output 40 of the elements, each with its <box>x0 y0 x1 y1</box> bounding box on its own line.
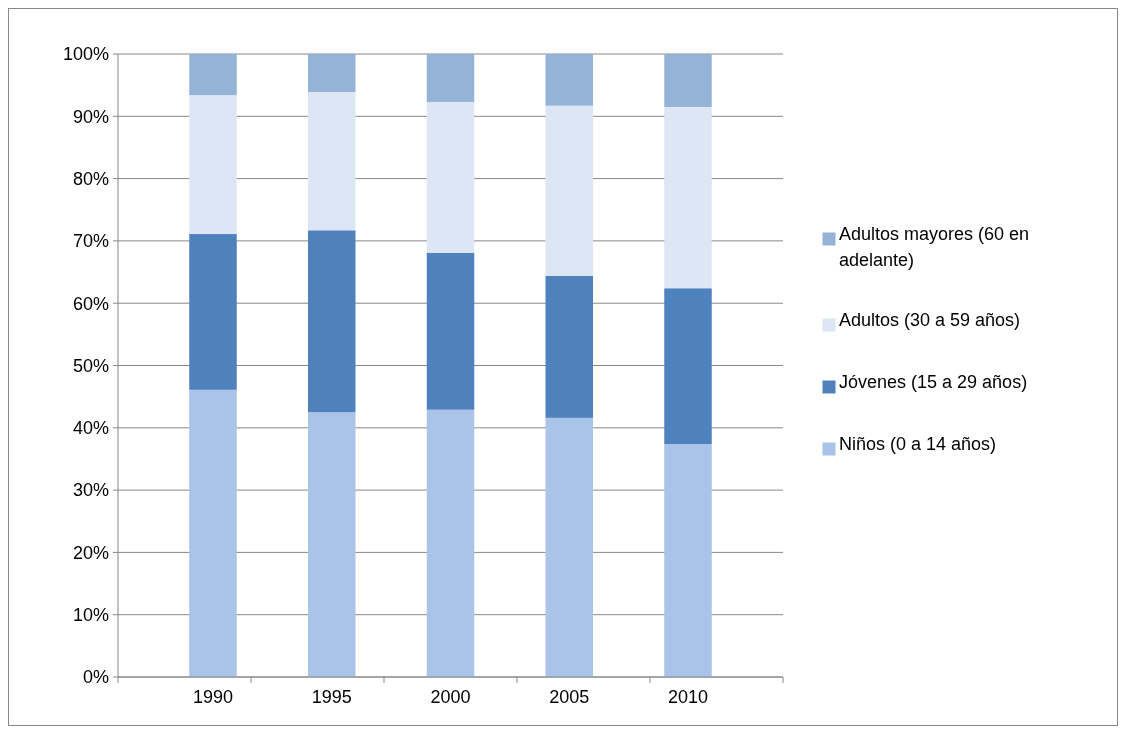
bar <box>426 54 475 102</box>
bar <box>545 105 593 276</box>
y-tick-label: 40% <box>72 418 109 439</box>
bar <box>426 252 475 410</box>
bar <box>545 417 593 677</box>
legend-label: Jóvenes (15 a 29 años) <box>839 372 1028 392</box>
y-tick-label: 80% <box>72 168 109 189</box>
legend-label: Adultos mayores (60 en adelante) <box>839 224 1030 270</box>
x-tick-label: 1995 <box>311 687 352 707</box>
y-tick-label: 100% <box>62 44 109 65</box>
y-tick-label: 90% <box>72 106 109 127</box>
bar <box>664 54 712 107</box>
bar <box>189 95 237 235</box>
bar <box>189 389 237 677</box>
bar <box>308 412 356 677</box>
bar <box>426 101 475 253</box>
bar <box>664 106 712 289</box>
bar <box>189 234 237 390</box>
bar <box>189 54 237 96</box>
bar <box>308 92 356 231</box>
x-tick-label: 2005 <box>549 687 590 707</box>
legend-label: Niños (0 a 14 años) <box>839 434 997 454</box>
bar <box>308 230 356 413</box>
bar <box>545 275 593 418</box>
y-tick-label: 70% <box>72 231 109 252</box>
bar <box>308 54 356 92</box>
legend-label: Adultos (30 a 59 años) <box>839 310 1021 330</box>
y-tick-label: 30% <box>72 480 109 501</box>
bar <box>426 409 475 677</box>
bar <box>664 288 712 444</box>
y-tick-label: 0% <box>82 667 109 688</box>
y-tick-label: 50% <box>72 355 109 376</box>
x-tick-label: 2010 <box>667 687 709 707</box>
y-tick-label: 10% <box>72 605 109 625</box>
y-tick-label: 20% <box>72 542 109 563</box>
y-tick-label: 60% <box>72 293 109 314</box>
x-tick-label: 1990 <box>192 687 234 707</box>
bar <box>664 444 712 677</box>
bar <box>545 54 593 106</box>
x-tick-label: 2000 <box>430 687 471 707</box>
